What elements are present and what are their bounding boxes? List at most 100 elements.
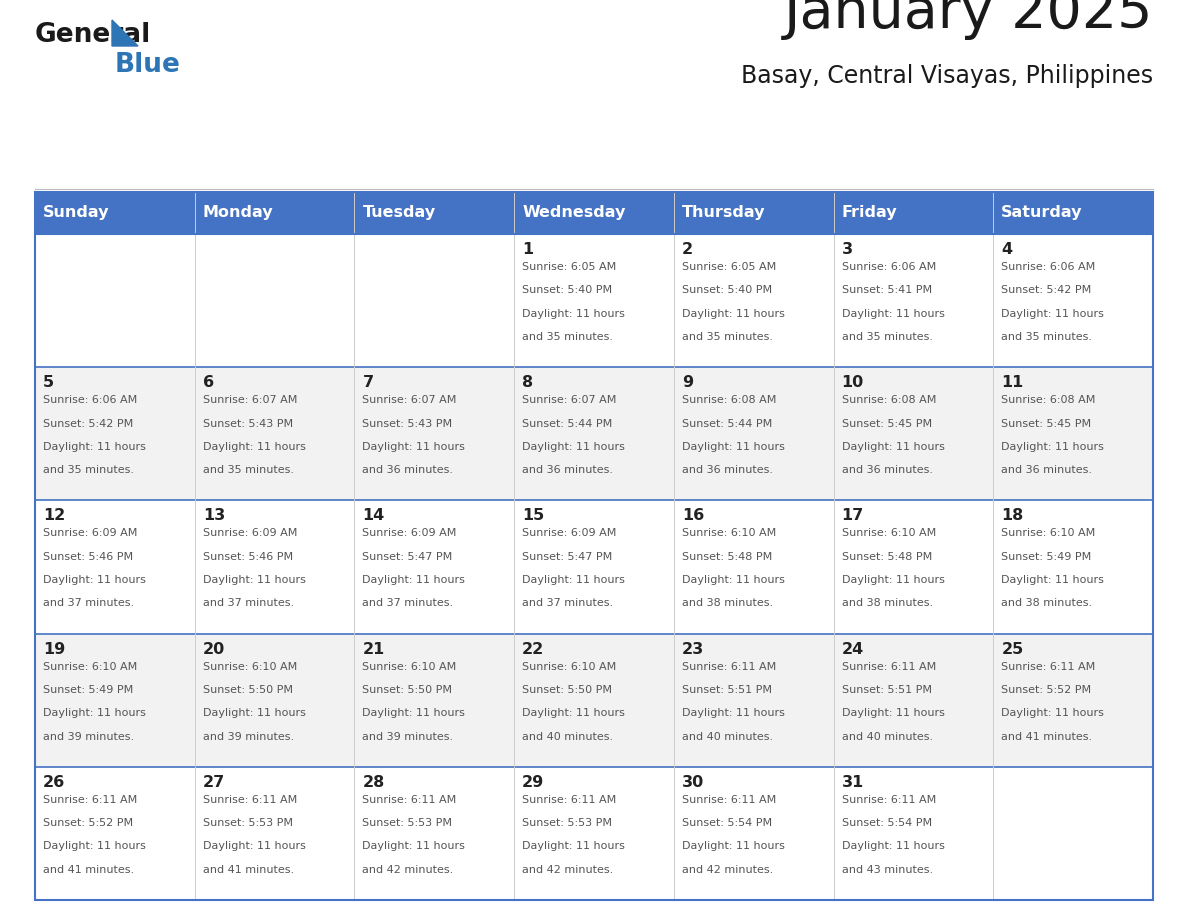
Text: Sunset: 5:51 PM: Sunset: 5:51 PM: [841, 685, 931, 695]
Bar: [993, 192, 1154, 234]
Bar: [993, 500, 1154, 633]
Text: and 37 minutes.: and 37 minutes.: [203, 599, 293, 609]
Text: Daylight: 11 hours: Daylight: 11 hours: [43, 442, 146, 452]
Text: Sunrise: 6:11 AM: Sunrise: 6:11 AM: [362, 795, 456, 805]
Bar: [34, 367, 195, 500]
Text: 28: 28: [362, 775, 385, 789]
Text: Daylight: 11 hours: Daylight: 11 hours: [523, 708, 625, 718]
Text: Daylight: 11 hours: Daylight: 11 hours: [523, 575, 625, 585]
Text: and 38 minutes.: and 38 minutes.: [682, 599, 773, 609]
Bar: [354, 367, 514, 500]
Text: Sunset: 5:51 PM: Sunset: 5:51 PM: [682, 685, 772, 695]
Bar: [674, 767, 834, 900]
Bar: [354, 192, 514, 234]
Text: and 39 minutes.: and 39 minutes.: [43, 732, 134, 742]
Bar: [34, 234, 195, 367]
Text: Friday: Friday: [841, 206, 897, 220]
Text: and 38 minutes.: and 38 minutes.: [1001, 599, 1093, 609]
Text: Daylight: 11 hours: Daylight: 11 hours: [1001, 308, 1104, 319]
Text: Daylight: 11 hours: Daylight: 11 hours: [523, 442, 625, 452]
Text: Sunset: 5:46 PM: Sunset: 5:46 PM: [203, 552, 292, 562]
Text: 17: 17: [841, 509, 864, 523]
Text: Sunrise: 6:08 AM: Sunrise: 6:08 AM: [1001, 396, 1095, 405]
Text: Blue: Blue: [115, 52, 181, 78]
Text: Sunset: 5:40 PM: Sunset: 5:40 PM: [523, 285, 612, 296]
Text: Sunset: 5:46 PM: Sunset: 5:46 PM: [43, 552, 133, 562]
Text: Sunrise: 6:10 AM: Sunrise: 6:10 AM: [682, 529, 776, 538]
Text: Sunrise: 6:11 AM: Sunrise: 6:11 AM: [203, 795, 297, 805]
Bar: [354, 767, 514, 900]
Text: and 37 minutes.: and 37 minutes.: [362, 599, 454, 609]
Text: Tuesday: Tuesday: [362, 206, 436, 220]
Text: Sunset: 5:52 PM: Sunset: 5:52 PM: [43, 818, 133, 828]
Text: Daylight: 11 hours: Daylight: 11 hours: [362, 442, 466, 452]
Text: Sunrise: 6:10 AM: Sunrise: 6:10 AM: [43, 662, 138, 672]
Text: Daylight: 11 hours: Daylight: 11 hours: [841, 575, 944, 585]
Text: Sunset: 5:44 PM: Sunset: 5:44 PM: [523, 419, 612, 429]
Text: Sunrise: 6:09 AM: Sunrise: 6:09 AM: [43, 529, 138, 538]
Text: and 35 minutes.: and 35 minutes.: [1001, 332, 1092, 341]
Bar: [195, 633, 354, 767]
Text: Sunset: 5:45 PM: Sunset: 5:45 PM: [1001, 419, 1092, 429]
Text: and 42 minutes.: and 42 minutes.: [682, 865, 773, 875]
Text: 14: 14: [362, 509, 385, 523]
Text: Sunset: 5:53 PM: Sunset: 5:53 PM: [362, 818, 453, 828]
Text: Sunset: 5:52 PM: Sunset: 5:52 PM: [1001, 685, 1092, 695]
Text: Sunset: 5:50 PM: Sunset: 5:50 PM: [523, 685, 612, 695]
Text: 2: 2: [682, 242, 693, 257]
Text: and 36 minutes.: and 36 minutes.: [523, 465, 613, 476]
Text: Daylight: 11 hours: Daylight: 11 hours: [682, 575, 785, 585]
Text: Daylight: 11 hours: Daylight: 11 hours: [682, 308, 785, 319]
Bar: [514, 500, 674, 633]
Text: 11: 11: [1001, 375, 1024, 390]
Text: 23: 23: [682, 642, 704, 656]
Text: and 35 minutes.: and 35 minutes.: [841, 332, 933, 341]
Bar: [834, 767, 993, 900]
Bar: [834, 192, 993, 234]
Text: Sunrise: 6:11 AM: Sunrise: 6:11 AM: [841, 795, 936, 805]
Text: 16: 16: [682, 509, 704, 523]
Text: 5: 5: [43, 375, 55, 390]
Text: 26: 26: [43, 775, 65, 789]
Text: and 35 minutes.: and 35 minutes.: [203, 465, 293, 476]
Bar: [834, 633, 993, 767]
Text: Thursday: Thursday: [682, 206, 765, 220]
Bar: [514, 767, 674, 900]
Bar: [514, 192, 674, 234]
Text: Sunrise: 6:09 AM: Sunrise: 6:09 AM: [203, 529, 297, 538]
Text: and 42 minutes.: and 42 minutes.: [523, 865, 613, 875]
Bar: [674, 192, 834, 234]
Text: and 35 minutes.: and 35 minutes.: [523, 332, 613, 341]
Text: January 2025: January 2025: [784, 0, 1154, 40]
Text: 10: 10: [841, 375, 864, 390]
Text: Sunset: 5:53 PM: Sunset: 5:53 PM: [203, 818, 292, 828]
Text: 15: 15: [523, 509, 544, 523]
Text: Daylight: 11 hours: Daylight: 11 hours: [1001, 575, 1104, 585]
Text: 24: 24: [841, 642, 864, 656]
Text: and 36 minutes.: and 36 minutes.: [841, 465, 933, 476]
Text: Sunset: 5:50 PM: Sunset: 5:50 PM: [203, 685, 292, 695]
Text: Daylight: 11 hours: Daylight: 11 hours: [203, 708, 305, 718]
Text: Sunset: 5:45 PM: Sunset: 5:45 PM: [841, 419, 931, 429]
Bar: [834, 500, 993, 633]
Text: Daylight: 11 hours: Daylight: 11 hours: [523, 842, 625, 851]
Text: Sunrise: 6:09 AM: Sunrise: 6:09 AM: [523, 529, 617, 538]
Text: Sunset: 5:47 PM: Sunset: 5:47 PM: [523, 552, 612, 562]
Text: and 41 minutes.: and 41 minutes.: [1001, 732, 1093, 742]
Bar: [354, 234, 514, 367]
Text: and 40 minutes.: and 40 minutes.: [523, 732, 613, 742]
Text: Daylight: 11 hours: Daylight: 11 hours: [43, 842, 146, 851]
Bar: [514, 367, 674, 500]
Text: Sunrise: 6:11 AM: Sunrise: 6:11 AM: [841, 662, 936, 672]
Text: Daylight: 11 hours: Daylight: 11 hours: [43, 708, 146, 718]
Text: Daylight: 11 hours: Daylight: 11 hours: [203, 442, 305, 452]
Text: Basay, Central Visayas, Philippines: Basay, Central Visayas, Philippines: [741, 64, 1154, 88]
Text: Sunset: 5:43 PM: Sunset: 5:43 PM: [362, 419, 453, 429]
Text: Daylight: 11 hours: Daylight: 11 hours: [203, 842, 305, 851]
Text: Sunrise: 6:10 AM: Sunrise: 6:10 AM: [523, 662, 617, 672]
Text: 7: 7: [362, 375, 373, 390]
Bar: [195, 192, 354, 234]
Bar: [195, 767, 354, 900]
Text: Daylight: 11 hours: Daylight: 11 hours: [841, 842, 944, 851]
Text: and 39 minutes.: and 39 minutes.: [362, 732, 454, 742]
